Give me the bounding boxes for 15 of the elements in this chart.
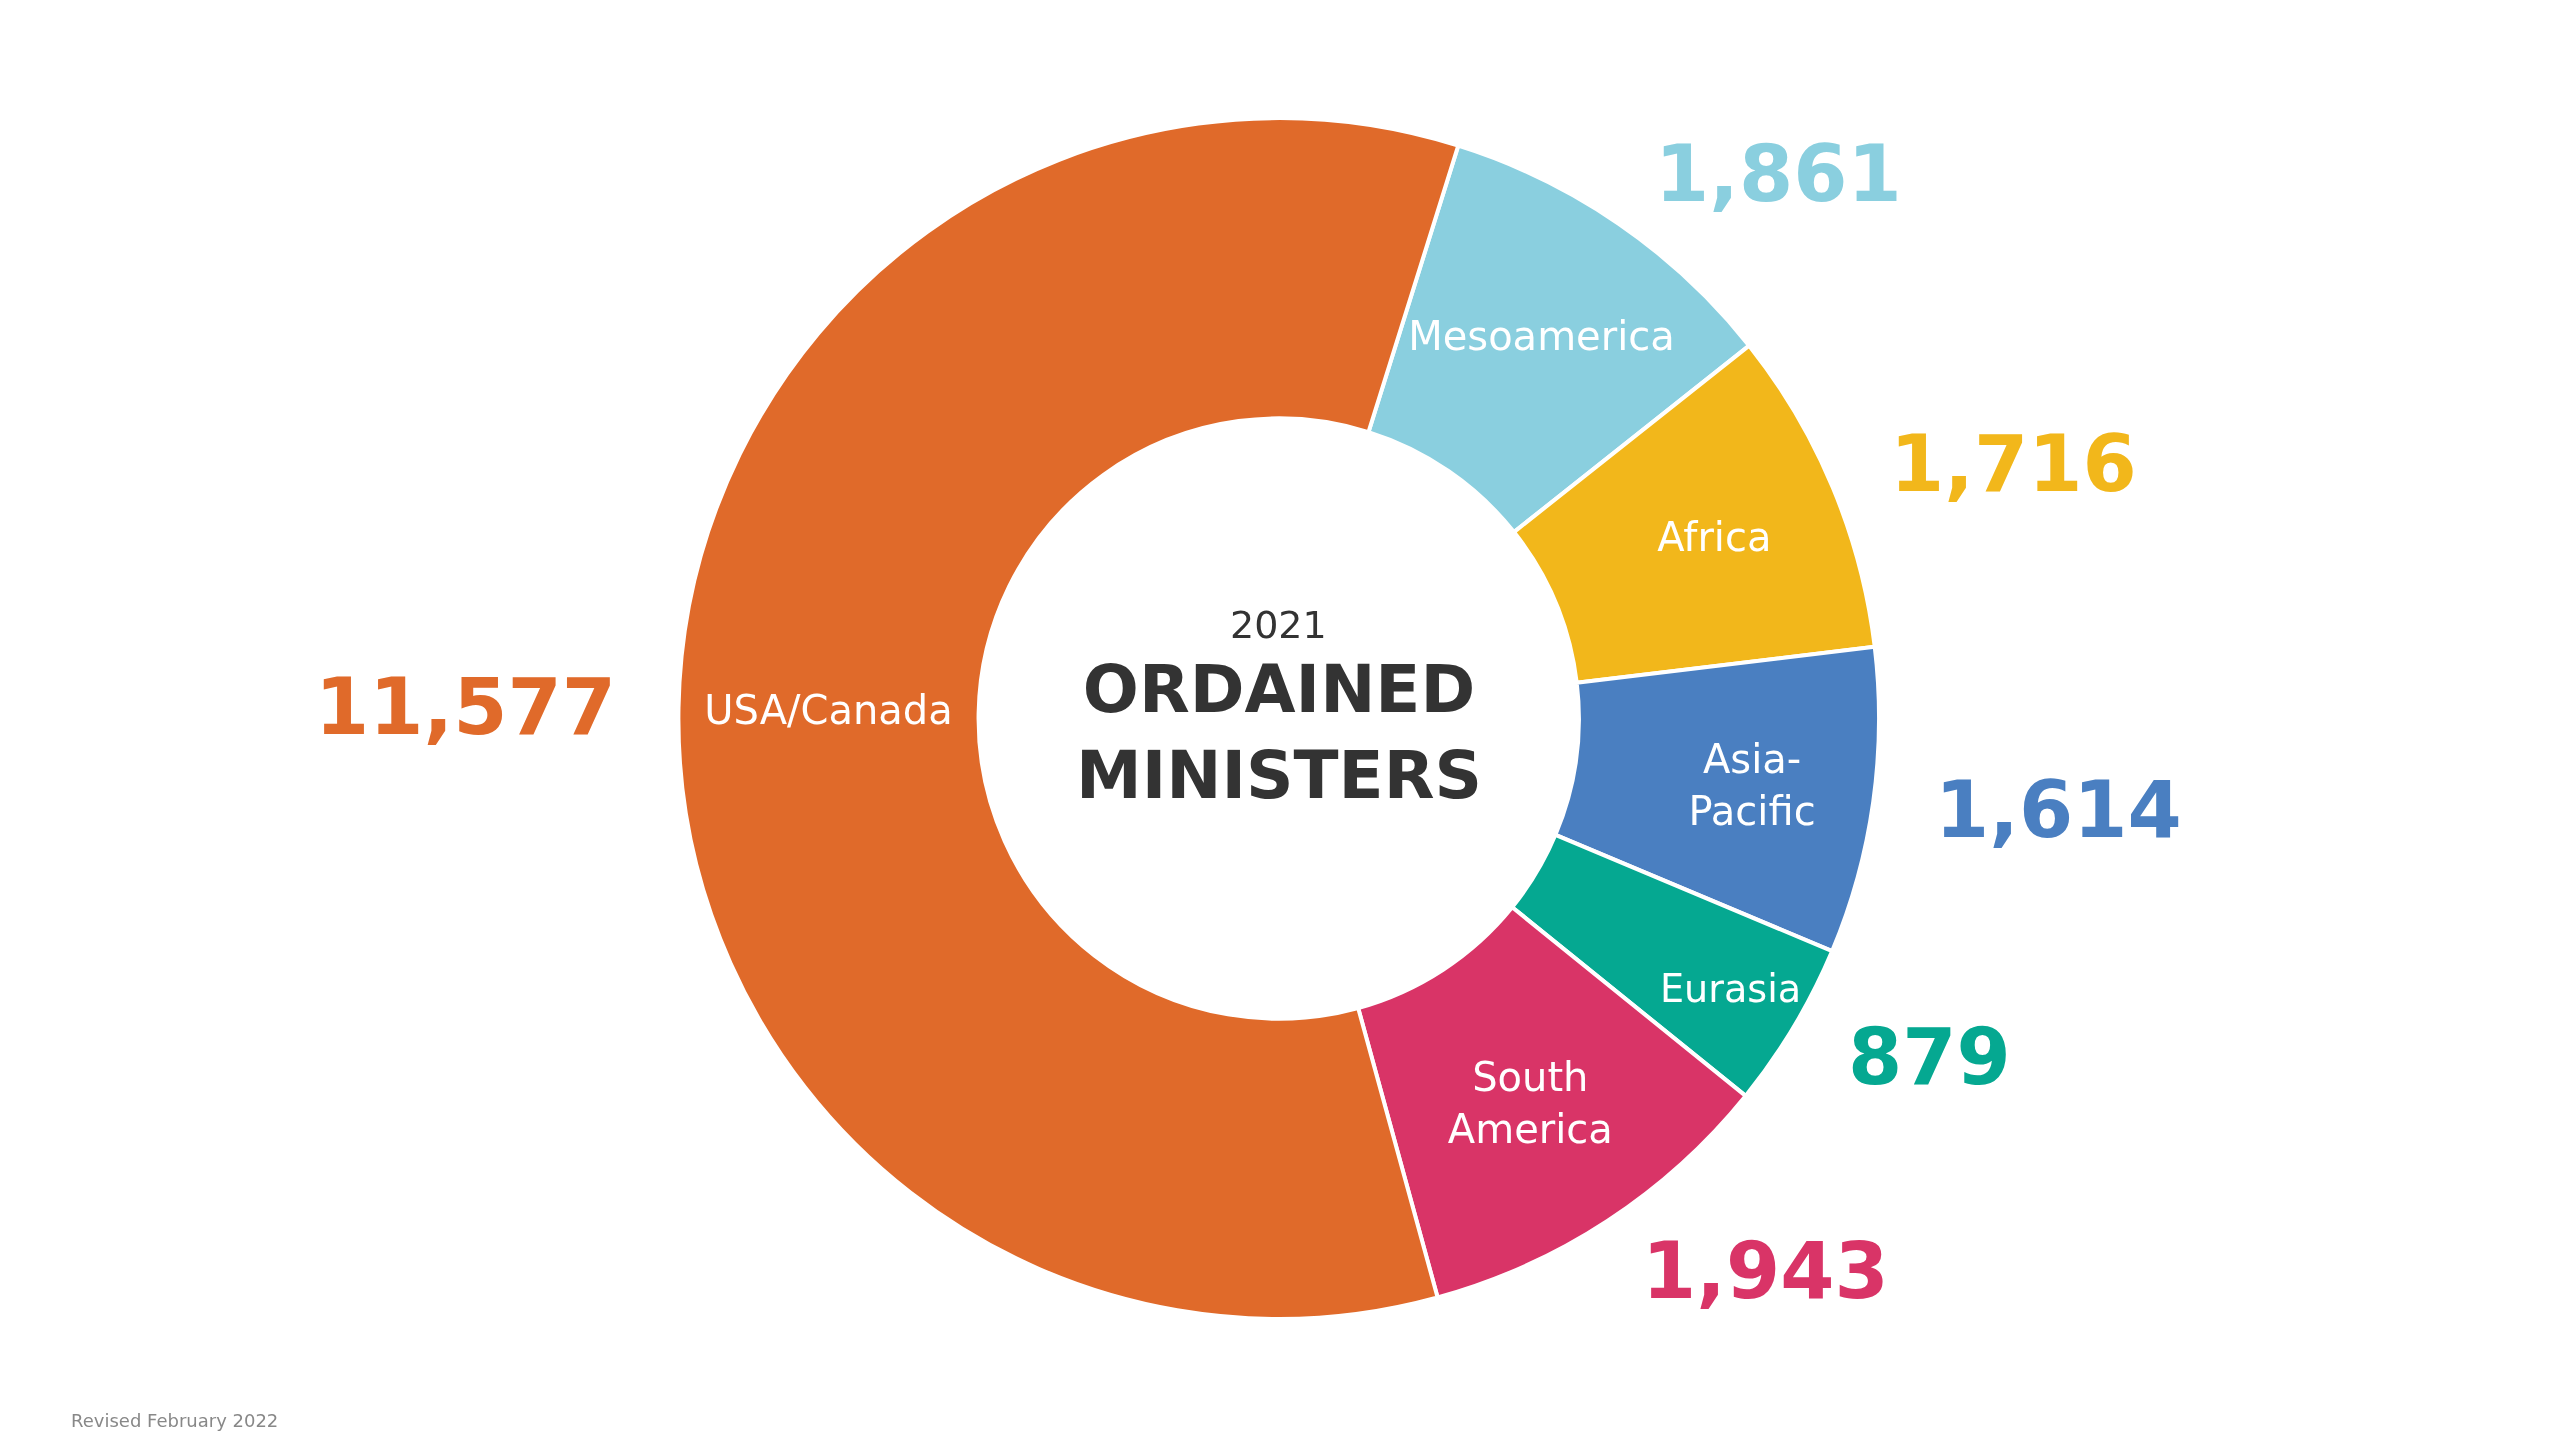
slice-label: Africa	[1657, 513, 1772, 560]
slice-label: Eurasia	[1659, 966, 1802, 1011]
slice-label: Mesoamerica	[1408, 313, 1675, 360]
data-label: 11,577	[315, 662, 616, 752]
data-label: 1,943	[1642, 1226, 1889, 1316]
text: 2021	[1230, 603, 1327, 647]
text: Revised February 2022	[71, 1410, 279, 1431]
data-label: 1,614	[1935, 765, 2182, 855]
slice-label: South America	[1447, 1054, 1613, 1153]
data-label: 1,861	[1655, 129, 1902, 219]
slice-label: Asia-Pacific	[1688, 735, 1816, 834]
data-label: 1,716	[1890, 419, 2137, 509]
data-label: 879	[1848, 1012, 2011, 1102]
slice-label: USA/Canada	[704, 687, 953, 734]
text: ORDAINED MINISTERS	[1076, 651, 1483, 814]
